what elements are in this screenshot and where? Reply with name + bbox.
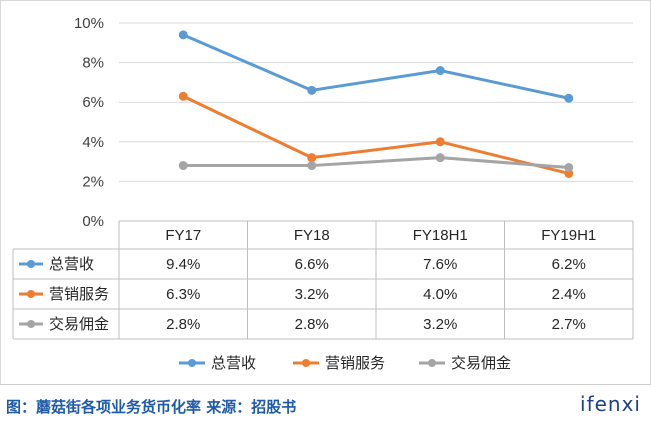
y-tick-label: 4% (82, 134, 104, 151)
caption-bar: 图：蘑菇街各项业务货币化率 来源：招股书 ifenxi (0, 384, 651, 422)
data-point (435, 137, 445, 147)
data-point (435, 153, 445, 163)
category-label: FY17 (165, 227, 201, 244)
chart-frame: 0% 2% 4% 6% 8% 10% FY17 FY18 FY18H1 FY19H1 总营收 9.4%… (0, 0, 651, 384)
legend-key-marker (302, 359, 310, 367)
data-point (178, 30, 188, 40)
table-cell-value: 2.7% (552, 316, 586, 333)
legend-label: 交易佣金 (451, 354, 511, 372)
series-line (183, 156, 569, 170)
table-row-series-name: 交易佣金 (49, 315, 109, 333)
table-cell-value: 3.2% (295, 286, 329, 303)
data-point (307, 161, 317, 171)
data-point (178, 91, 188, 101)
legend-label: 总营收 (211, 355, 256, 372)
table-cell-value: 6.2% (552, 256, 586, 273)
table-cell-value: 6.6% (295, 256, 329, 273)
data-point (307, 85, 317, 95)
data-point (178, 161, 188, 171)
table-row-series-name: 总营收 (49, 256, 94, 273)
legend-label: 营销服务 (325, 355, 385, 372)
y-tick-label: 10% (74, 15, 104, 32)
data-point (564, 93, 574, 103)
y-tick-label: 8% (82, 55, 104, 72)
table-cell-value: 2.8% (166, 316, 200, 333)
category-label: FY18 (294, 227, 330, 244)
category-label: FY18H1 (413, 227, 468, 244)
table-cell-value: 4.0% (423, 286, 457, 303)
table-cell-value: 7.6% (423, 256, 457, 273)
y-tick-label: 0% (82, 213, 104, 230)
data-point (307, 153, 317, 163)
table-cell-value: 9.4% (166, 256, 200, 273)
brand-logo: ifenxi (580, 392, 641, 416)
data-point (564, 163, 574, 173)
series-line (182, 33, 570, 100)
table-row-key-marker (27, 290, 35, 298)
line-chart-with-data-table: 0% 2% 4% 6% 8% 10% FY17 FY18 FY18H1 FY19H1 总营收 9.4%… (12, 15, 634, 372)
table-cell-value: 2.8% (295, 316, 329, 333)
legend-key-marker (188, 359, 196, 367)
data-point (435, 66, 445, 76)
table-row-key-marker (27, 320, 35, 328)
y-tick-label: 6% (82, 94, 104, 111)
y-tick-label: 2% (82, 173, 104, 190)
figure-caption: 图：蘑菇街各项业务货币化率 来源：招股书 (6, 398, 297, 416)
table-row-key-marker (27, 260, 35, 268)
series-line (182, 94, 570, 175)
table-cell-value: 3.2% (423, 316, 457, 333)
table-cell-value: 2.4% (552, 286, 586, 303)
legend-key-marker (428, 359, 436, 367)
table-row-series-name: 营销服务 (49, 286, 109, 303)
category-label: FY19H1 (541, 227, 596, 244)
table-cell-value: 6.3% (166, 286, 200, 303)
